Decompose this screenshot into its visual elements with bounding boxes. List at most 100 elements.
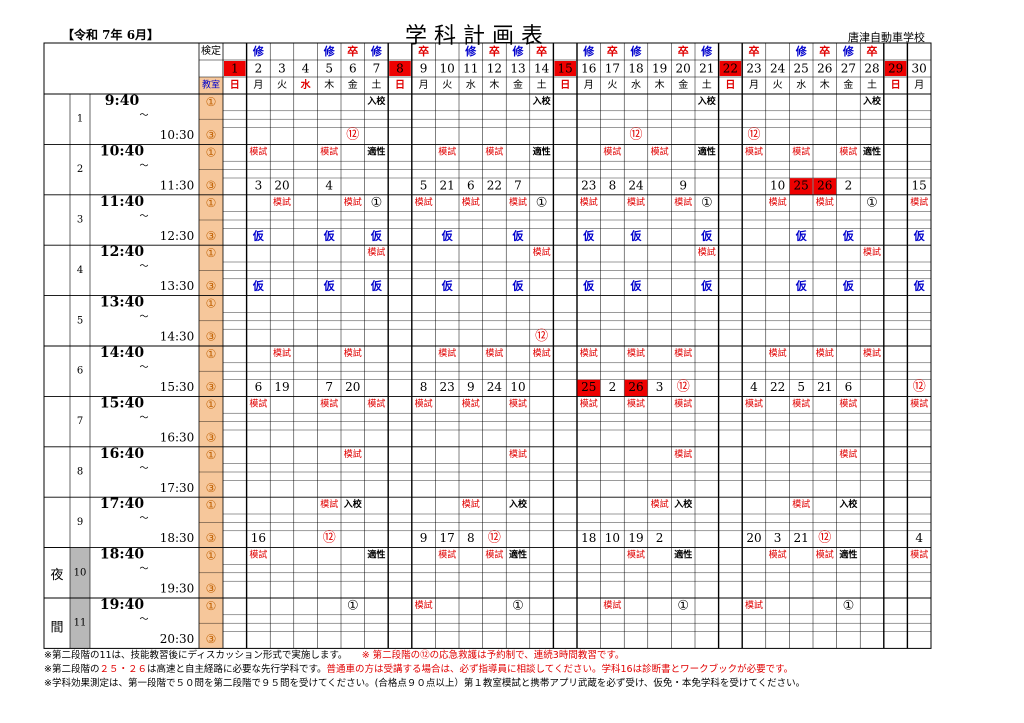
entry-p9-d19-a: 模試 xyxy=(651,498,669,510)
kentei-mark-11: 修 xyxy=(464,44,477,58)
entry-p7-d23-a: 模試 xyxy=(745,397,763,409)
kentei-mark-13: 修 xyxy=(512,44,525,58)
sunday-cell-1 xyxy=(224,61,246,76)
room-a-1: ① xyxy=(206,95,217,109)
entry-p3-d24-a: 模試 xyxy=(769,196,787,208)
period-tilde-10: 〜 xyxy=(139,565,148,575)
period-end-1: 10:30 xyxy=(160,128,195,142)
footnote-3: ※学科効果測定は、第一段階で５０問を第二段階で９５問を受けてください。(合格点９… xyxy=(44,675,805,689)
footnote-1: ※第二段階の11は、技能教習後にディスカッション形式で実施します。 ※ 第二段階… xyxy=(44,647,624,661)
period-start-3: 11:40 xyxy=(100,194,144,210)
weekday-24: 火 xyxy=(773,79,783,91)
period-tilde-2: 〜 xyxy=(139,161,148,171)
period-end-3: 12:30 xyxy=(160,229,195,243)
night-label-1: 夜 xyxy=(50,568,63,583)
entry-p6-d12-a: 模試 xyxy=(485,347,503,359)
kentei-mark-21: 修 xyxy=(700,44,713,58)
weekday-20: 金 xyxy=(678,78,688,91)
day-number-11: 11 xyxy=(463,62,478,76)
entry-p6-d20-a: 模試 xyxy=(674,347,692,359)
period-no-1: 1 xyxy=(77,114,83,125)
weekday-10: 火 xyxy=(442,79,452,91)
entry-p4-d27-b: 仮 xyxy=(842,279,855,293)
entry-p2-d17-b: 8 xyxy=(609,178,617,192)
day-number-22: 22 xyxy=(723,62,738,76)
entry-p8-d6-a: 模試 xyxy=(344,448,362,460)
room-a-3: ① xyxy=(206,196,217,210)
entry-p3-d18-a: 模試 xyxy=(627,196,645,208)
entry-p2-d25-a: 模試 xyxy=(792,145,810,157)
entry-p3-d26-a: 模試 xyxy=(816,196,834,208)
period-no-2: 2 xyxy=(77,164,83,175)
entry-p11-d17-a: 模試 xyxy=(603,599,621,611)
entry-p2-d7-a: 適性 xyxy=(367,145,385,157)
entry-p9-d10-b: 17 xyxy=(440,531,455,545)
entry-p3-d16-b: 仮 xyxy=(582,228,595,242)
entry-p3-d16-a: 模試 xyxy=(580,196,598,208)
day-number-25: 25 xyxy=(794,62,809,76)
period-no-5: 5 xyxy=(77,315,83,326)
entry-p3-d30-a: 模試 xyxy=(910,196,928,208)
entry-p8-d20-a: 模試 xyxy=(674,448,692,460)
room-b-10: ③ xyxy=(206,582,217,596)
entry-p5-d14-b: ⑫ xyxy=(535,329,548,344)
entry-p7-d18-a: 模試 xyxy=(627,397,645,409)
weekday-16: 月 xyxy=(584,79,594,91)
period-start-6: 14:40 xyxy=(100,345,144,361)
kentei-mark-26: 卒 xyxy=(819,44,830,58)
entry-p6-d2-b: 6 xyxy=(255,380,263,394)
entry-p4-d10-b: 仮 xyxy=(441,279,454,293)
day-number-29: 29 xyxy=(888,62,903,76)
entry-p4-d28-a: 模試 xyxy=(863,246,881,258)
weekday-22: 日 xyxy=(725,79,735,91)
weekday-9: 月 xyxy=(419,79,429,91)
kentei-mark-6: 卒 xyxy=(347,44,358,58)
period-tilde-5: 〜 xyxy=(139,313,148,323)
entry-p6-d24-a: 模試 xyxy=(769,347,787,359)
weekday-12: 木 xyxy=(489,79,499,91)
entry-p4-d18-b: 仮 xyxy=(630,279,643,293)
entry-p3-d11-a: 模試 xyxy=(462,196,480,208)
room-b-11: ③ xyxy=(206,632,217,646)
entry-p10-d20-a: 適性 xyxy=(674,549,692,561)
period-start-2: 10:40 xyxy=(100,143,144,159)
room-a-9: ① xyxy=(206,498,217,512)
kentei-mark-7: 修 xyxy=(370,44,383,58)
entry-p9-d6-a: 入校 xyxy=(343,498,363,510)
period-tilde-6: 〜 xyxy=(139,363,148,373)
entry-p7-d5-a: 模試 xyxy=(320,397,338,409)
day-number-21: 21 xyxy=(699,62,714,76)
entry-p10-d24-a: 模試 xyxy=(769,549,787,561)
entry-p9-d30-b: 4 xyxy=(915,531,923,545)
entry-p6-d13-b: 10 xyxy=(510,380,525,394)
entry-p1-d28-a: 入校 xyxy=(862,95,882,107)
entry-p3-d13-a: 模試 xyxy=(509,196,527,208)
day-number-3: 3 xyxy=(278,62,286,76)
entry-p4-d21-b: 仮 xyxy=(700,279,713,293)
period-start-10: 18:40 xyxy=(100,547,144,563)
day-number-12: 12 xyxy=(487,62,502,76)
kentei-mark-27: 修 xyxy=(842,44,855,58)
entry-p6-d3-a: 模試 xyxy=(273,347,291,359)
entry-p7-d16-a: 模試 xyxy=(580,397,598,409)
period-tilde-9: 〜 xyxy=(139,514,148,524)
entry-p2-d17-a: 模試 xyxy=(603,145,621,157)
entry-p10-d26-a: 模試 xyxy=(816,549,834,561)
entry-p6-d16-b-bg xyxy=(577,379,601,396)
weekday-14: 土 xyxy=(537,78,547,91)
room-b-1: ③ xyxy=(206,128,217,142)
day-number-8: 8 xyxy=(396,62,404,76)
entry-p2-d3-b: 20 xyxy=(274,178,289,192)
weekday-27: 金 xyxy=(843,78,853,91)
entry-p3-d18-b: 仮 xyxy=(630,228,643,242)
footnote-2d: 普通車の方は受講する場合は、必ず指導員に相談してください。学科16は診断書とワー… xyxy=(326,664,794,675)
entry-p2-d27-a: 模試 xyxy=(839,145,857,157)
period-start-1: 9:40 xyxy=(105,93,140,109)
room-b-9: ③ xyxy=(206,531,217,545)
room-b-7: ③ xyxy=(206,430,217,444)
room-a-10: ① xyxy=(206,549,217,563)
entry-p9-d13-a: 入校 xyxy=(508,498,528,510)
entry-p6-d10-a: 模試 xyxy=(438,347,456,359)
entry-p3-d14-a: ① xyxy=(536,195,548,210)
room-a-2: ① xyxy=(206,145,217,159)
